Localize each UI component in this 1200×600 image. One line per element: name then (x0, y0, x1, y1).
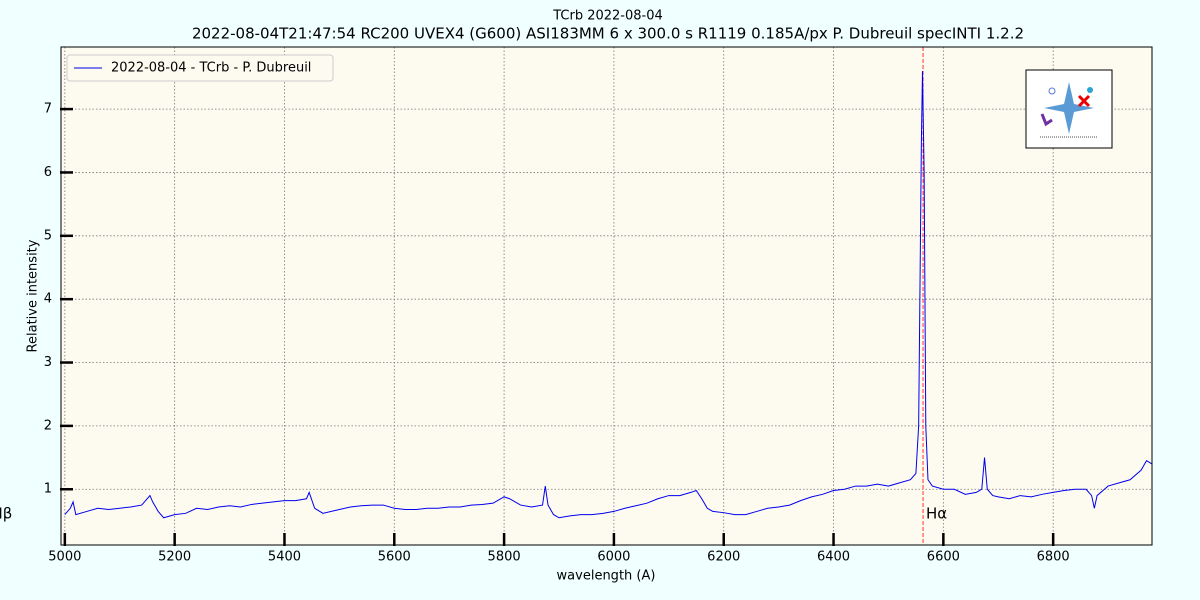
logo-dot (1087, 87, 1093, 93)
logo-letter (1040, 113, 1053, 127)
legend-box (66, 54, 334, 82)
logo-letter (1077, 94, 1091, 108)
plot-frame (60, 46, 1153, 546)
y-tick-label: 1 (44, 482, 52, 497)
x-tick-label: 5600 (378, 550, 411, 565)
series-line (64, 71, 1153, 519)
y-tick-label: 2 (44, 418, 52, 433)
chart-subtitle: 2022-08-04T21:47:54 RC200 UVEX4 (G600) A… (192, 25, 1024, 43)
x-tick-label: 5800 (488, 550, 521, 565)
x-axis-label: wavelength (A) (557, 569, 656, 584)
y-axis-label: Relative intensity (26, 239, 41, 352)
y-tick-label: 6 (44, 165, 52, 180)
legend: 2022-08-04 - TCrb - P. Dubreuil (66, 54, 334, 82)
x-tick-label: 5400 (268, 550, 301, 565)
y-tick-label: 4 (44, 292, 52, 307)
x-tick-label: 5000 (48, 550, 81, 565)
y-tick-label: 3 (44, 355, 52, 370)
y-tick-label: 7 (44, 102, 52, 117)
x-tick-label: 6200 (707, 550, 740, 565)
logo (1025, 69, 1113, 149)
logo-dot (1048, 87, 1056, 95)
grid (61, 47, 1152, 545)
annotation-label: Hα (926, 505, 947, 523)
plot-area (61, 47, 1152, 545)
x-tick-label: 6000 (597, 550, 630, 565)
x-tick-label: 6400 (817, 550, 850, 565)
x-tick-label: 5200 (158, 550, 191, 565)
y-tick-label: 5 (44, 228, 52, 243)
x-tick-label: 6600 (927, 550, 960, 565)
annotation-label: Hβ (0, 505, 12, 523)
lines (64, 47, 1153, 545)
logo-star (1044, 82, 1094, 134)
legend-label: 2022-08-04 - TCrb - P. Dubreuil (111, 61, 311, 76)
x-tick-label: 6800 (1037, 550, 1070, 565)
chart-title: TCrb 2022-08-04 (552, 9, 663, 24)
